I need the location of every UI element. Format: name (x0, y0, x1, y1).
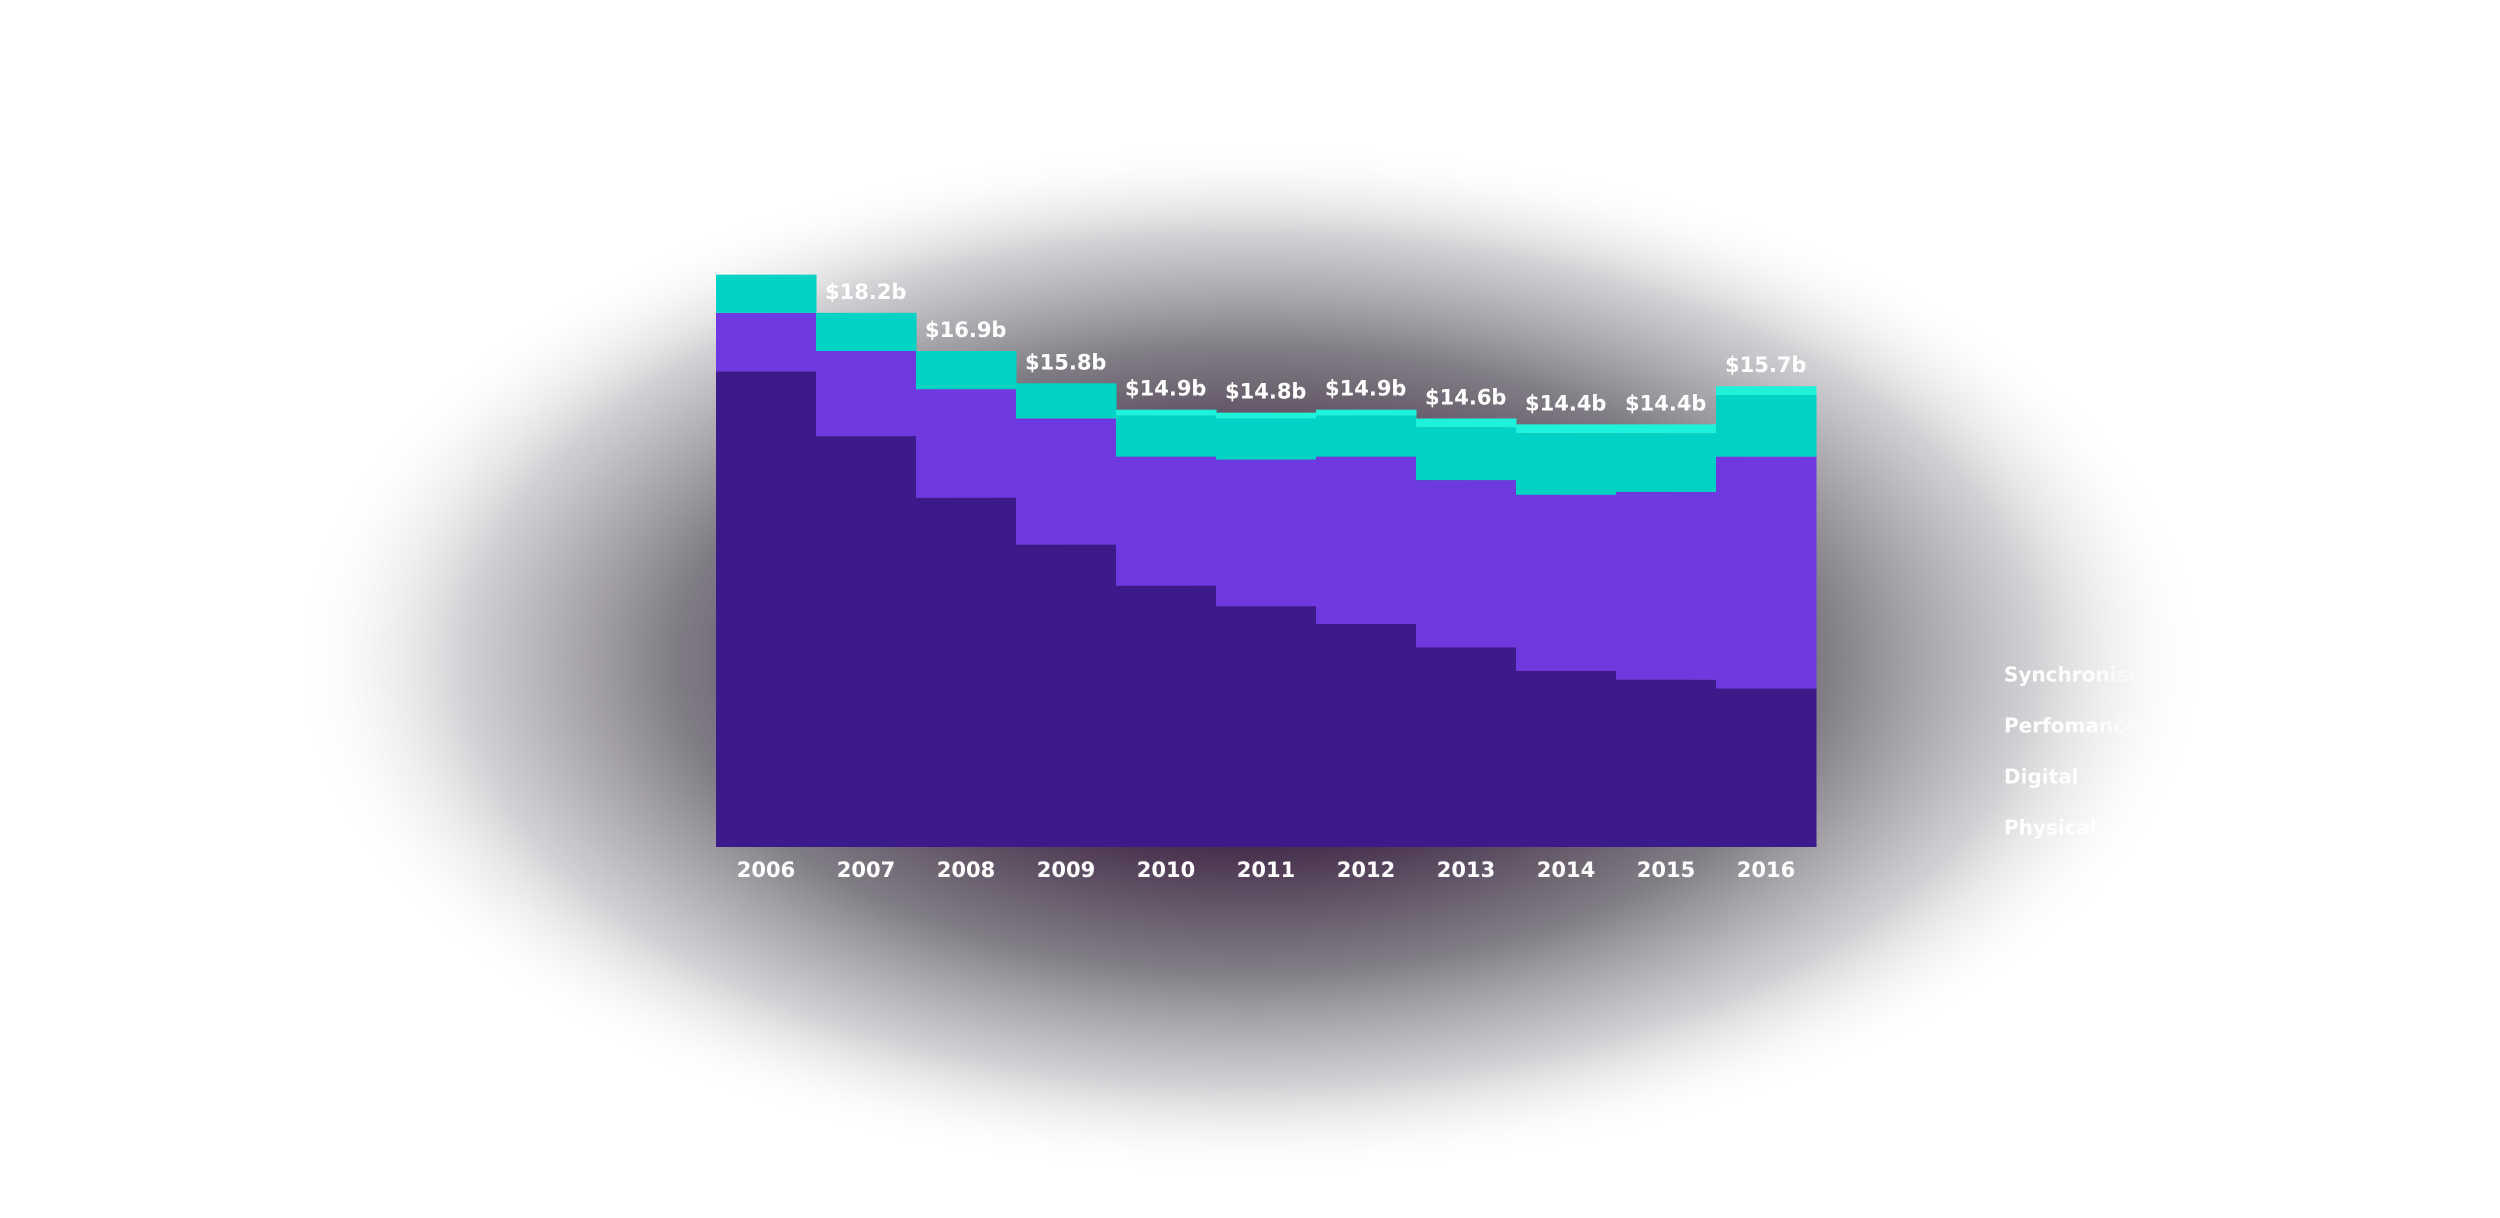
bar-segment (1216, 459, 1317, 607)
bar-segment (716, 371, 817, 847)
bar-segment (1716, 456, 1817, 689)
bar-segment (1116, 585, 1217, 847)
bar-segment (1116, 456, 1217, 586)
x-tick-label: 2011 (1237, 858, 1295, 882)
bar-segment (1216, 418, 1317, 460)
legend-swatch (1952, 713, 1980, 741)
legend: Synchronisation Perfomance Digital Physical (1952, 662, 2186, 843)
bar-segment (1316, 415, 1417, 457)
value-label: $14.9b (1325, 377, 1406, 401)
value-label: $15.8b (1025, 350, 1106, 374)
value-label: $14.4b (1525, 391, 1606, 415)
bar-segment (1516, 494, 1617, 671)
legend-swatch (1952, 815, 1980, 843)
bar-segment (1216, 606, 1317, 847)
bar-segment (916, 350, 1017, 390)
legend-label: Perfomance (2004, 714, 2139, 738)
bar-segment (1316, 623, 1417, 847)
value-label: $15.7b (1725, 353, 1806, 377)
bar-segment (1416, 427, 1517, 481)
legend-label: Physical (2004, 816, 2097, 840)
bar-segment (1616, 679, 1717, 847)
bar-segment (1116, 415, 1217, 457)
bar-segment (1416, 418, 1517, 428)
x-tick-label: 2013 (1437, 858, 1495, 882)
value-label: $14.8b (1225, 380, 1306, 404)
bar-segment (1316, 456, 1417, 624)
bar-segment (1516, 424, 1617, 434)
bar-segment (1516, 670, 1617, 847)
bar-segment (916, 389, 1017, 498)
value-label: $16.9b (925, 318, 1006, 342)
bar-segment (1016, 544, 1117, 847)
x-tick-label: 2010 (1137, 858, 1195, 882)
value-label: $14.6b (1425, 385, 1506, 409)
bar-segment (716, 312, 817, 372)
x-tick-label: 2009 (1037, 858, 1095, 882)
legend-swatch (1952, 764, 1980, 792)
legend-swatch (1952, 662, 1980, 690)
bar-segment (1016, 383, 1117, 419)
x-tick-label: 2007 (837, 858, 895, 882)
x-tick-label: 2008 (937, 858, 995, 882)
value-label: $14.4b (1625, 391, 1706, 415)
bar-segment (816, 350, 917, 437)
bar-segment (716, 274, 817, 313)
x-tick-label: 2012 (1337, 858, 1395, 882)
bar-segment (1616, 433, 1717, 492)
x-tick-label: 2014 (1537, 858, 1595, 882)
bar-segment (816, 436, 917, 847)
bar-segment (1516, 433, 1617, 495)
bar-segment (1216, 412, 1317, 419)
bar-segment (1616, 424, 1717, 434)
bar-segment (1416, 647, 1517, 847)
legend-label: Synchronisation (2004, 663, 2186, 687)
bar-segment (1416, 480, 1517, 648)
x-tick-label: 2006 (737, 858, 795, 882)
legend-label: Digital (2004, 765, 2079, 789)
bar-segment (1716, 395, 1817, 457)
plot: 2006 2007 $18.2b 2008 $16.9b 2009 $15.8b 2010 $1… (716, 274, 1817, 882)
bar-segment (916, 497, 1017, 847)
x-tick-label: 2015 (1637, 858, 1695, 882)
bar-segment (1316, 409, 1417, 416)
bar-segment (816, 312, 917, 351)
value-label: $18.2b (825, 280, 906, 304)
bar-segment (1716, 386, 1817, 396)
bar-segment (1116, 409, 1217, 416)
bar-segment (1016, 418, 1117, 545)
x-tick-label: 2016 (1737, 858, 1795, 882)
bar-segment (1716, 688, 1817, 847)
bar-segment (1616, 491, 1717, 680)
value-label: $14.9b (1125, 377, 1206, 401)
